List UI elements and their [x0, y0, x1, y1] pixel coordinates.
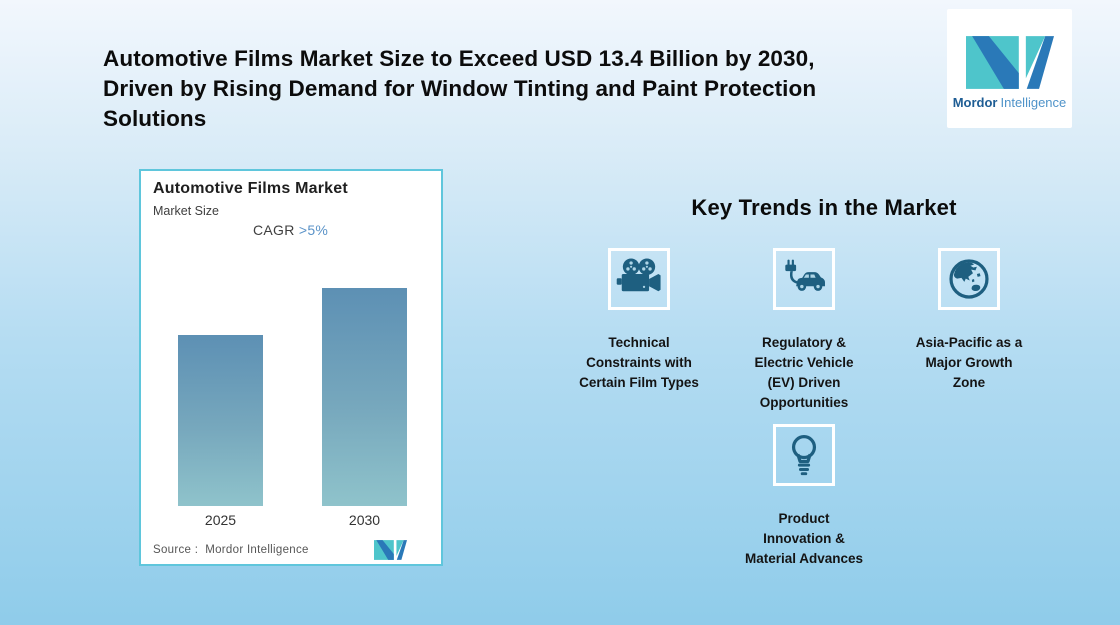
chart-source: Source : Mordor Intelligence: [153, 544, 309, 556]
trend-label-asia-pacific: Asia-Pacific as a Major Growth Zone: [915, 335, 1023, 390]
brand-wordmark: Mordor Intelligence: [953, 95, 1067, 110]
x-label-2030: 2030: [348, 512, 381, 528]
x-label-2025: 2025: [204, 512, 237, 528]
x-axis-labels: 2025 2030: [141, 512, 441, 530]
trend-tile-product-innovation: [773, 424, 835, 486]
cagr-annotation: CAGR >5%: [253, 222, 328, 238]
bar-2025: [178, 335, 263, 506]
mordor-intelligence-mini-logo-icon: [374, 540, 407, 560]
trend-label-ev-opportunities: Regulatory & Electric Vehicle (EV) Drive…: [754, 335, 854, 410]
chart-subtitle: Market Size: [153, 204, 219, 218]
bar-2030: [322, 288, 407, 506]
trend-tile-asia-pacific: [938, 248, 1000, 310]
ev-car-icon: [785, 259, 825, 291]
cagr-label: CAGR: [253, 222, 295, 238]
market-size-chart-card: Automotive Films Market Market Size CAGR…: [139, 169, 443, 566]
lightbulb-icon: [791, 435, 817, 476]
trend-label-technical-constraints: Technical Constraints with Certain Film …: [579, 335, 699, 390]
trend-tile-ev-opportunities: [773, 248, 835, 310]
page-title: Automotive Films Market Size to Exceed U…: [103, 46, 817, 131]
trend-tile-technical-constraints: [608, 248, 670, 310]
mordor-intelligence-logo-icon: [965, 35, 1054, 89]
brand-name-light: Intelligence: [1000, 94, 1067, 110]
brand-logo-box: Mordor Intelligence: [947, 9, 1072, 128]
trend-label-product-innovation: Product Innovation & Material Advances: [744, 511, 864, 566]
film-camera-icon: [616, 258, 661, 292]
cagr-value: >5%: [298, 222, 329, 238]
bar-chart-plot: [141, 171, 441, 506]
trends-heading: Key Trends in the Market: [691, 195, 957, 220]
brand-name-bold: Mordor: [952, 94, 998, 110]
globe-asia-icon: [949, 259, 989, 299]
chart-title: Automotive Films Market: [153, 180, 348, 197]
